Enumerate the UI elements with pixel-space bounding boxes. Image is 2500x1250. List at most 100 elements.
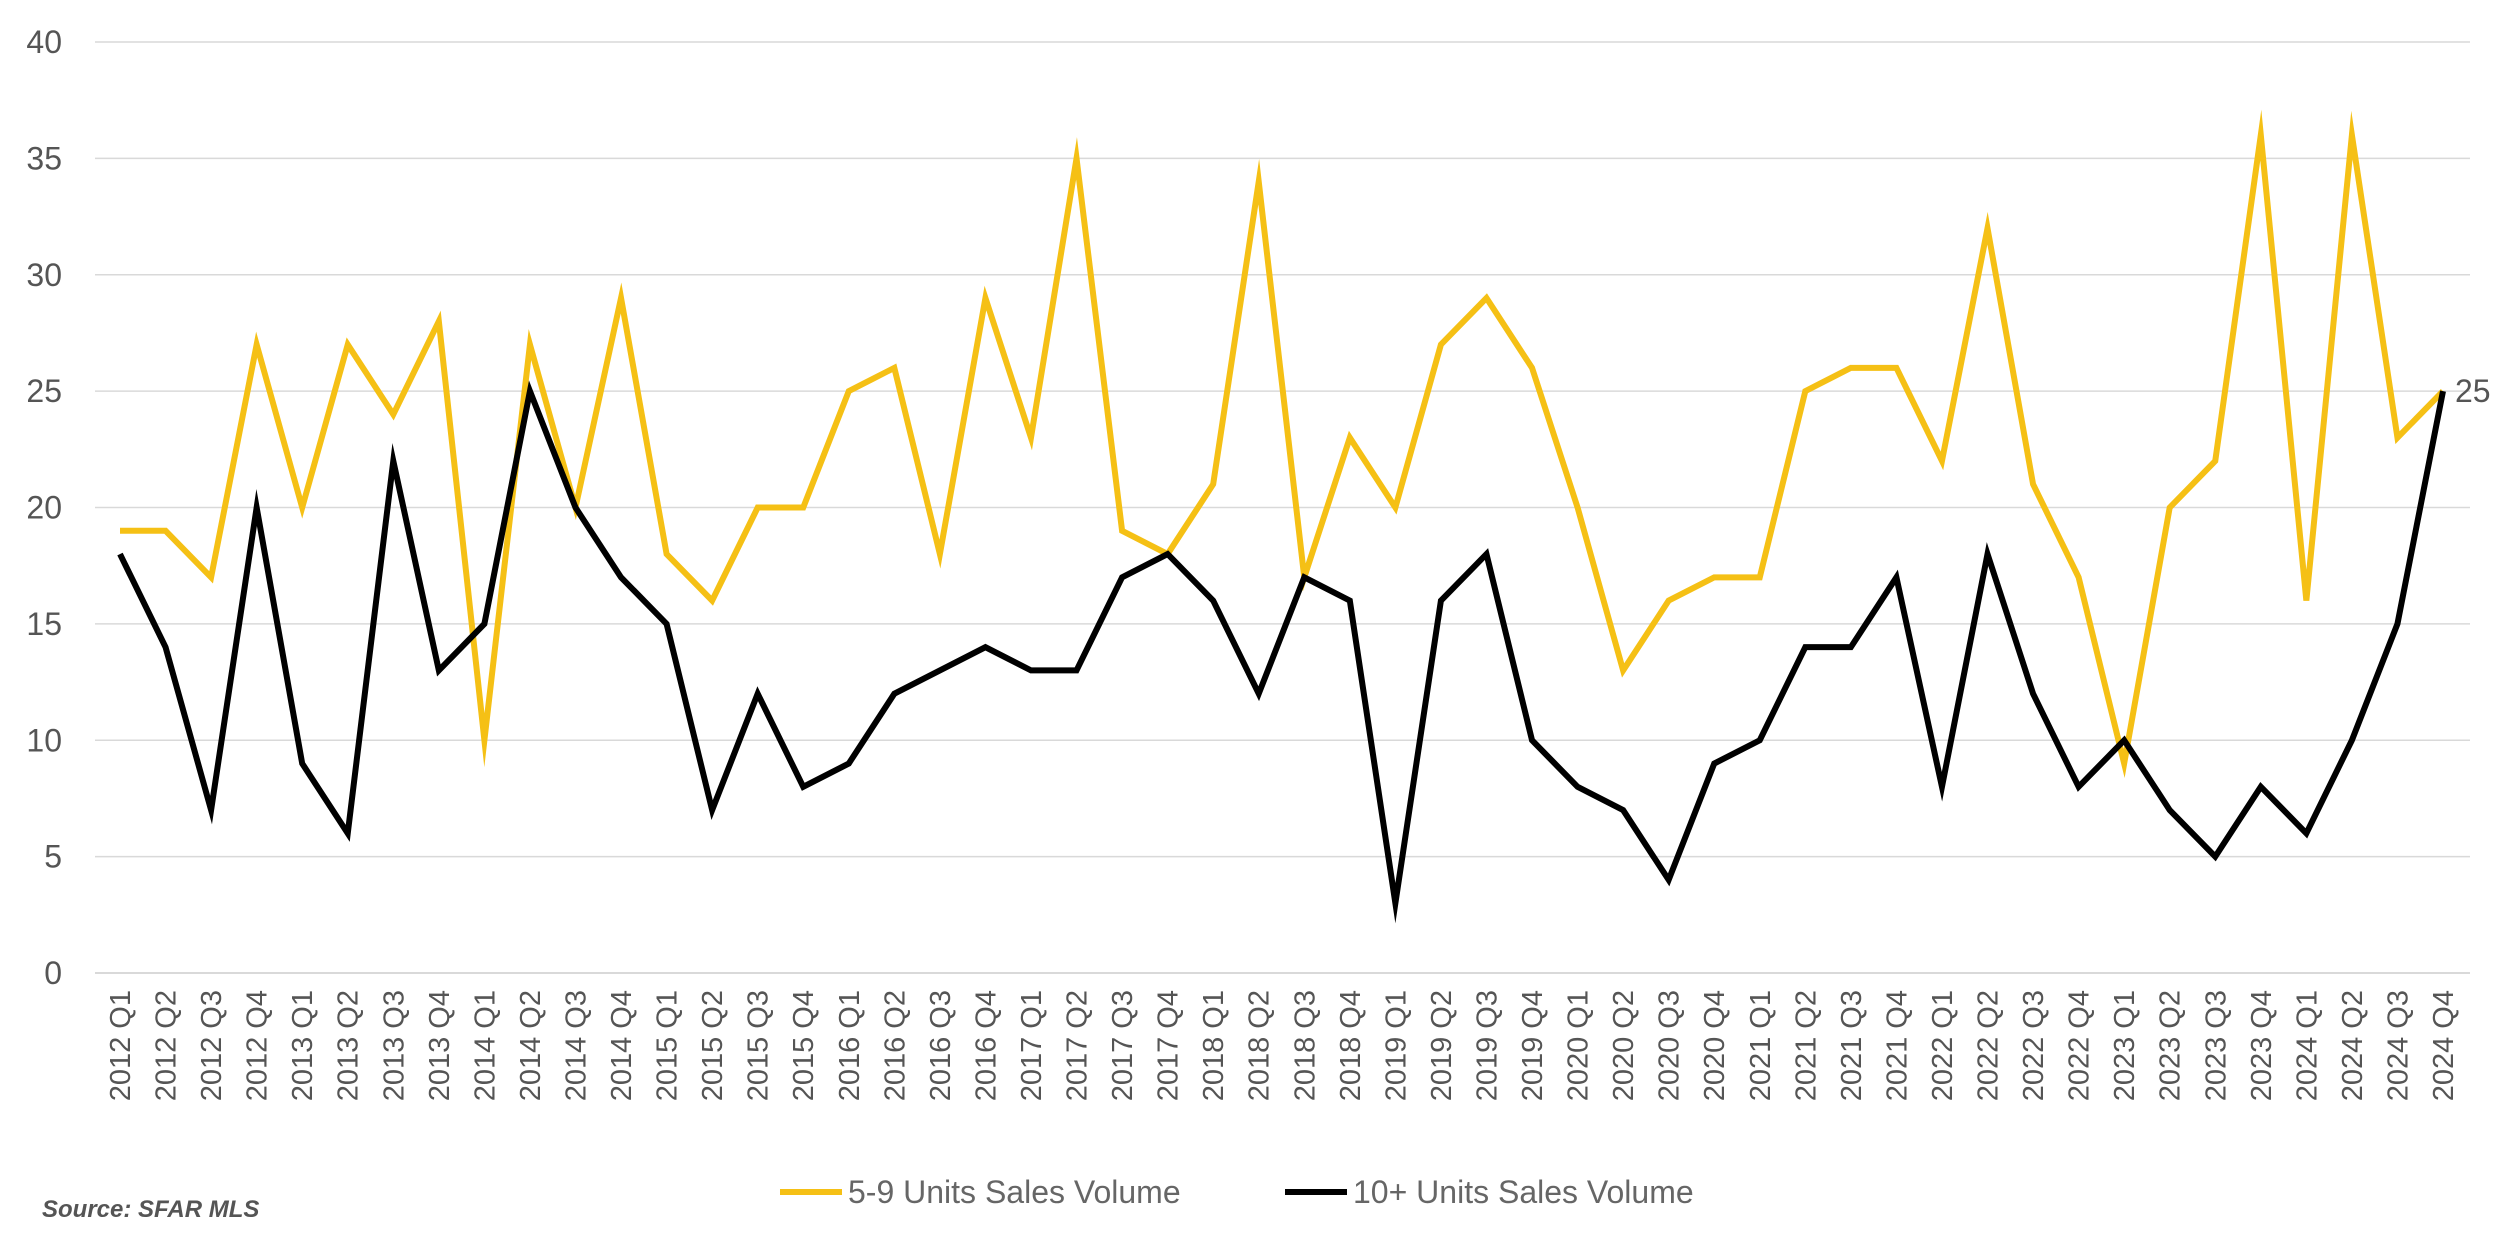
data-point <box>1939 458 1945 464</box>
data-point <box>2394 435 2400 441</box>
data-point <box>2258 784 2264 790</box>
x-tick-label: 2018 Q3 <box>1289 990 1321 1101</box>
x-tick-label: 2013 Q2 <box>333 990 365 1101</box>
x-tick-label: 2023 Q2 <box>2155 990 2187 1101</box>
data-point <box>1392 900 1398 906</box>
x-tick-label: 2015 Q3 <box>743 990 775 1101</box>
data-point <box>937 551 943 557</box>
data-point <box>846 388 852 394</box>
data-point <box>891 691 897 697</box>
x-tick-label: 2021 Q1 <box>1745 990 1777 1101</box>
data-point <box>527 342 533 348</box>
data-point <box>755 505 761 511</box>
data-point <box>572 505 578 511</box>
x-tick-label: 2020 Q3 <box>1654 990 1686 1101</box>
data-point <box>846 761 852 767</box>
data-point <box>2167 505 2173 511</box>
data-point <box>618 295 624 301</box>
x-tick-label: 2016 Q2 <box>879 990 911 1101</box>
data-point <box>1893 365 1899 371</box>
y-tick-label: 5 <box>44 839 62 875</box>
y-tick-label: 40 <box>26 24 62 60</box>
x-tick-label: 2024 Q3 <box>2382 990 2414 1101</box>
data-point <box>2303 598 2309 604</box>
x-tick-label: 2023 Q4 <box>2246 990 2278 1101</box>
data-point <box>709 598 715 604</box>
legend: 5-9 Units Sales Volume 10+ Units Sales Vo… <box>780 1174 1694 1210</box>
data-point <box>1666 877 1672 883</box>
x-tick-label: 2020 Q4 <box>1699 990 1731 1101</box>
data-point <box>2349 737 2355 743</box>
data-point <box>1711 761 1717 767</box>
data-point <box>1575 505 1581 511</box>
data-point <box>1347 598 1353 604</box>
x-tick-label: 2021 Q4 <box>1881 990 1913 1101</box>
data-point <box>937 667 943 673</box>
data-point <box>436 667 442 673</box>
x-tick-label: 2019 Q1 <box>1380 990 1412 1101</box>
x-tick-label: 2022 Q2 <box>1973 990 2005 1101</box>
data-point <box>1757 574 1763 580</box>
data-point <box>664 551 670 557</box>
data-point <box>982 295 988 301</box>
data-point <box>1711 574 1717 580</box>
legend-label: 5-9 Units Sales Volume <box>848 1174 1181 1210</box>
data-point <box>1119 574 1125 580</box>
x-tick-label: 2017 Q2 <box>1062 990 1094 1101</box>
series-line-2 <box>117 380 2446 924</box>
x-tick-label: 2017 Q4 <box>1153 990 1185 1101</box>
data-point <box>436 318 442 324</box>
y-tick-label: 35 <box>26 140 62 176</box>
x-tick-label: 2023 Q1 <box>2109 990 2141 1101</box>
x-tick-label: 2020 Q1 <box>1563 990 1595 1101</box>
data-point <box>2121 737 2127 743</box>
x-tick-label: 2014 Q3 <box>560 990 592 1101</box>
data-point <box>1802 388 1808 394</box>
data-point <box>163 644 169 650</box>
data-point <box>1575 784 1581 790</box>
x-tick-label: 2014 Q1 <box>469 990 501 1101</box>
data-point <box>1757 737 1763 743</box>
data-point <box>481 621 487 627</box>
data-point <box>891 365 897 371</box>
x-tick-label: 2024 Q2 <box>2337 990 2369 1101</box>
x-tick-label: 2012 Q4 <box>242 990 274 1101</box>
data-point <box>1985 225 1991 231</box>
x-tick-label: 2014 Q2 <box>515 990 547 1101</box>
data-point <box>1529 737 1535 743</box>
data-point <box>1210 598 1216 604</box>
data-point <box>618 574 624 580</box>
x-tick-label: 2019 Q3 <box>1471 990 1503 1101</box>
x-tick-label: 2015 Q2 <box>697 990 729 1101</box>
data-point <box>664 621 670 627</box>
gridlines <box>95 41 2470 974</box>
data-label: 25 <box>2455 373 2491 409</box>
x-tick-label: 2021 Q3 <box>1836 990 1868 1101</box>
y-tick-label: 0 <box>44 955 62 991</box>
data-point <box>1074 667 1080 673</box>
data-point <box>1074 155 1080 161</box>
data-point <box>2167 807 2173 813</box>
y-tick-label: 10 <box>26 722 62 758</box>
data-point <box>1028 667 1034 673</box>
data-point <box>208 574 214 580</box>
legend-item-2: 10+ Units Sales Volume <box>1285 1174 1694 1210</box>
data-point <box>709 807 715 813</box>
x-tick-label: 2018 Q4 <box>1335 990 1367 1101</box>
x-tick-label: 2014 Q4 <box>606 990 638 1101</box>
series-2 <box>117 380 2446 924</box>
y-tick-label: 30 <box>26 257 62 293</box>
x-tick-label: 2024 Q4 <box>2428 990 2460 1101</box>
data-point <box>2258 132 2264 138</box>
data-point <box>1483 551 1489 557</box>
data-point <box>1165 551 1171 557</box>
data-point <box>982 644 988 650</box>
data-point <box>345 342 351 348</box>
data-point <box>2212 458 2218 464</box>
x-tick-label: 2015 Q4 <box>788 990 820 1101</box>
data-point <box>1028 435 1034 441</box>
data-point <box>1529 365 1535 371</box>
data-point <box>1392 505 1398 511</box>
series-lines <box>117 109 2446 924</box>
